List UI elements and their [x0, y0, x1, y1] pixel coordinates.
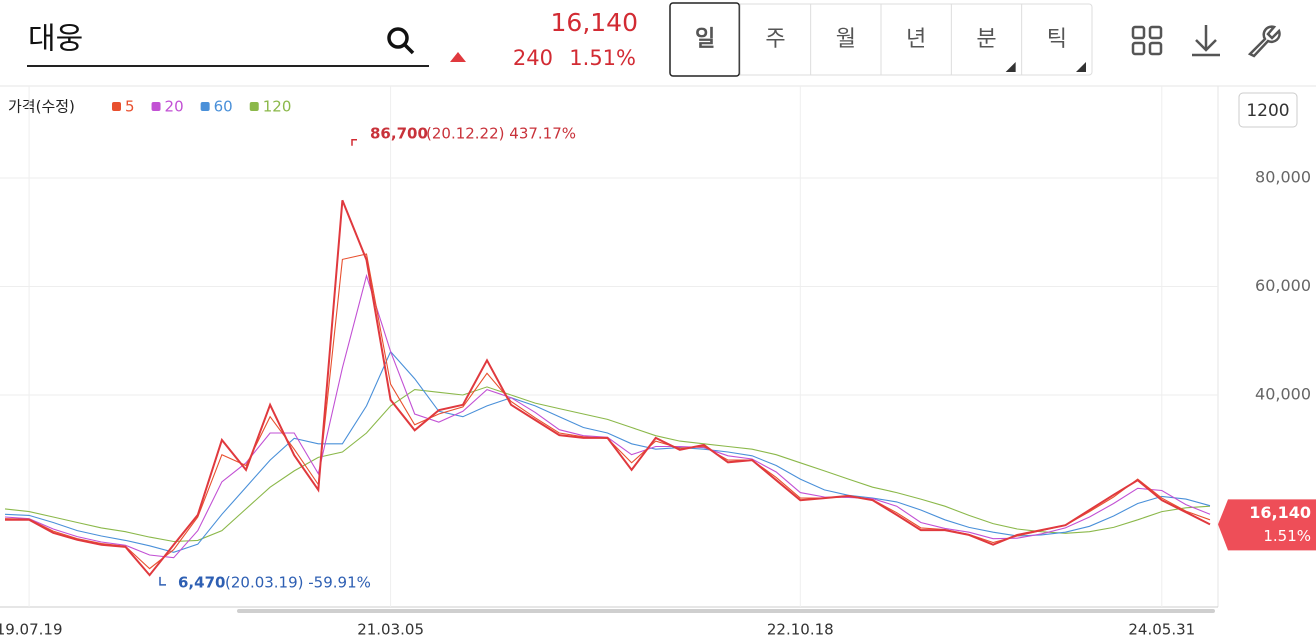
legend-label: 120 — [263, 98, 292, 116]
tab-label[interactable]: 분 — [976, 27, 996, 52]
low-note: (20.03.19) -59.91% — [225, 574, 371, 592]
download-icon[interactable] — [1192, 25, 1220, 57]
last-price-label: 16,140 — [1249, 503, 1311, 522]
legend-swatch — [249, 102, 259, 111]
y-tick-label: 60,000 — [1255, 276, 1311, 295]
x-tick-label: 22.10.18 — [767, 621, 834, 639]
scrollbar[interactable] — [237, 609, 1215, 613]
tab-label[interactable]: 틱 — [1047, 27, 1067, 52]
zoom-label: 1200 — [1246, 101, 1289, 121]
legend-title: 가격(수정) — [8, 98, 75, 116]
x-tick-label: 24.05.31 — [1128, 621, 1195, 639]
change: 240 — [513, 46, 553, 70]
tab-label[interactable]: 일 — [695, 27, 715, 52]
high-price: 86,700 — [370, 125, 428, 143]
tab-label[interactable]: 년 — [906, 27, 926, 52]
legend-label: 20 — [165, 98, 184, 116]
ma-line — [4, 253, 1211, 570]
y-tick-label: 40,000 — [1255, 385, 1311, 404]
x-tick-label: 21.03.05 — [357, 621, 424, 639]
tab-label[interactable]: 주 — [765, 27, 785, 52]
legend-swatch — [200, 102, 210, 111]
search-icon[interactable] — [387, 27, 415, 55]
ma-line — [4, 273, 1211, 559]
legend-label: 60 — [214, 98, 233, 116]
settings-icon[interactable] — [1247, 25, 1281, 58]
y-tick-label: 80,000 — [1255, 168, 1311, 187]
tab-selected — [669, 2, 741, 77]
current-price: 16,140 — [551, 8, 638, 37]
low-price: 6,470 — [178, 574, 225, 592]
legend-swatch — [112, 102, 121, 111]
tab-more — [1076, 62, 1086, 72]
legend: 가격(수정) 5 20 60 120 — [8, 98, 291, 116]
zoom-button[interactable] — [1238, 92, 1298, 128]
low-marker — [159, 576, 166, 586]
tab-more — [1005, 62, 1016, 72]
up-arrow — [450, 52, 466, 62]
last-pct-label: 1.51% — [1263, 527, 1311, 545]
tab-label[interactable]: 월 — [836, 27, 856, 52]
change-pct: 1.51% — [569, 46, 636, 70]
grid-icon[interactable] — [1131, 25, 1163, 56]
last-price-badge — [1218, 499, 1316, 551]
price-line — [5, 199, 1211, 577]
high-note: (20.12.22) 437.17% — [426, 125, 576, 143]
ma-line — [4, 386, 1211, 543]
high-marker — [351, 138, 357, 146]
x-tick-label: 19.07.19 — [0, 621, 62, 639]
legend-label: 5 — [125, 98, 135, 116]
ma-line — [4, 350, 1211, 553]
legend-swatch — [151, 102, 161, 111]
stock-name[interactable]: 대웅 — [28, 22, 83, 57]
